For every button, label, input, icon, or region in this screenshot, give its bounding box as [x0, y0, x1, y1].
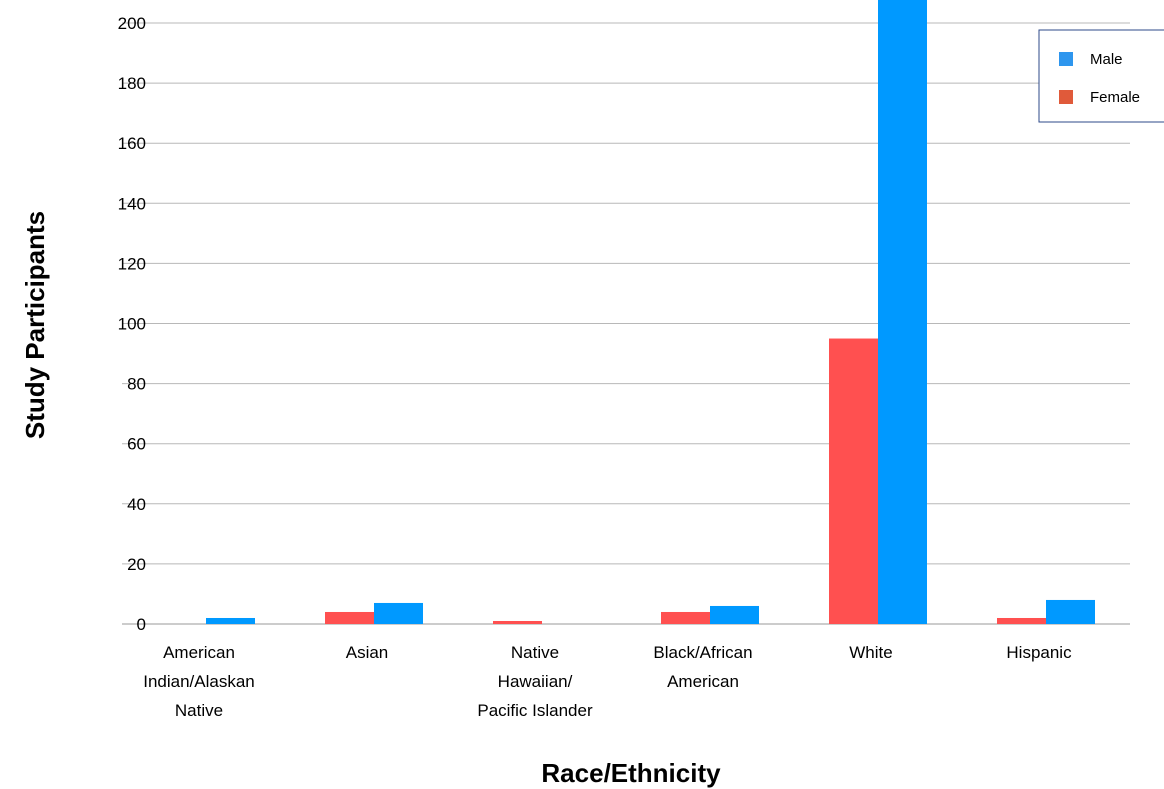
y-tick-label: 140: [118, 194, 146, 213]
x-category-label: Pacific Islander: [477, 701, 593, 720]
bar-male-0: [206, 617, 255, 624]
bar-female-5: [997, 617, 1046, 624]
legend: Male Female: [1038, 29, 1164, 123]
x-category-label: American: [163, 643, 235, 662]
legend-label: Female: [1090, 89, 1140, 106]
bar-female-4: [829, 338, 878, 624]
x-axis-categories: American Indian/Alaskan Native Asian Native H…: [143, 643, 1072, 720]
x-category-label: Native: [175, 701, 223, 720]
bars: [206, 0, 1095, 624]
y-tick-label: 160: [118, 134, 146, 153]
x-category-label: Indian/Alaskan: [143, 672, 255, 691]
bar-female-2: [493, 620, 542, 624]
legend-swatch-female: [1059, 90, 1073, 104]
bar-female-1: [325, 611, 374, 624]
bar-male-5: [1046, 599, 1095, 624]
x-category-label: Hawaiian/: [498, 672, 573, 691]
y-tick-label: 80: [127, 375, 146, 394]
grid-lines: [122, 22, 1130, 625]
legend-swatch-male: [1059, 52, 1073, 66]
bar-male-4: [878, 0, 927, 624]
y-tick-label: 200: [118, 14, 146, 33]
x-axis-title: Race/Ethnicity: [541, 758, 721, 788]
y-tick-label: 0: [137, 615, 146, 634]
x-category-label: Asian: [346, 643, 389, 662]
y-axis-title: Study Participants: [20, 211, 50, 439]
y-tick-label: 20: [127, 555, 146, 574]
bar-male-3: [710, 605, 759, 624]
y-tick-label: 180: [118, 74, 146, 93]
legend-label: Male: [1090, 51, 1123, 68]
y-tick-label: 40: [127, 495, 146, 514]
x-category-label: Hispanic: [1006, 643, 1072, 662]
x-category-label: White: [849, 643, 892, 662]
y-tick-label: 120: [118, 254, 146, 273]
y-tick-label: 60: [127, 435, 146, 454]
x-category-label: Native: [511, 643, 559, 662]
legend-box: [1038, 29, 1164, 123]
x-category-label: Black/African: [653, 643, 752, 662]
y-tick-label: 100: [118, 315, 146, 334]
bar-male-1: [374, 602, 423, 624]
bar-female-3: [661, 611, 710, 624]
x-category-label: American: [667, 672, 739, 691]
y-axis-ticks: 0 20 40 60 80 100 120 140 160 180 200: [118, 14, 146, 634]
